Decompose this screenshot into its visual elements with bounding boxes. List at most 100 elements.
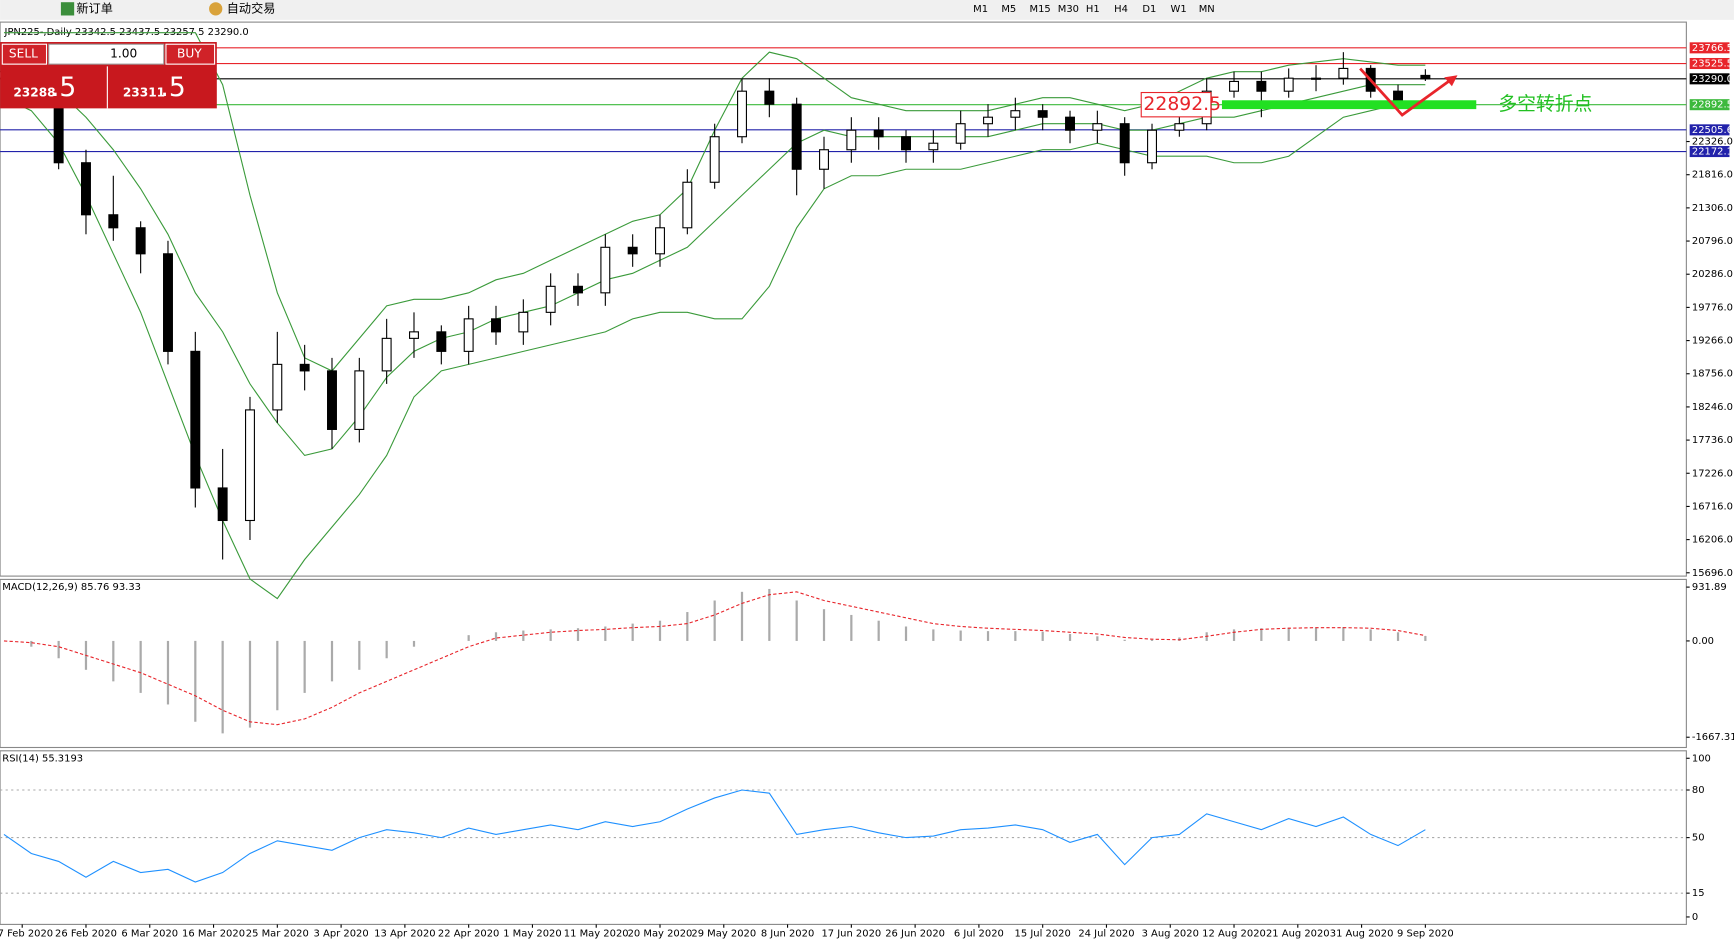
timeframe[interactable]: D1 <box>1142 4 1156 15</box>
x-tick-label: 16 Mar 2020 <box>182 928 245 939</box>
x-tick-label: 3 Aug 2020 <box>1142 928 1199 939</box>
candle-body <box>627 246 638 255</box>
candle-body <box>600 246 611 294</box>
candle-body <box>737 90 747 138</box>
ask-big: 23311 <box>123 85 165 99</box>
buy-button[interactable] <box>165 43 216 65</box>
candle-body <box>955 123 966 144</box>
macd-panel <box>0 578 1687 749</box>
turning-zone <box>1221 100 1477 110</box>
timeframe[interactable]: H4 <box>1114 4 1128 15</box>
level-label: 23290.0 <box>1692 74 1733 85</box>
x-tick-label: 15 Jul 2020 <box>1015 928 1071 939</box>
x-tick-label: 31 Aug 2020 <box>1330 928 1394 939</box>
toolbar <box>0 0 1734 20</box>
timeframe[interactable]: MN <box>1199 4 1215 15</box>
x-tick-label: 17 Feb 2020 <box>0 928 53 939</box>
x-tick-label: 29 May 2020 <box>691 928 756 939</box>
y-tick-label: 16716.0 <box>1692 501 1733 512</box>
candle-body <box>846 129 857 151</box>
lot-input[interactable] <box>48 43 165 65</box>
candle-body <box>1256 80 1267 92</box>
x-tick-label: 1 May 2020 <box>503 928 561 939</box>
x-tick-label: 12 Aug 2020 <box>1202 928 1266 939</box>
level-box-text: 22892.5 <box>1143 94 1221 115</box>
arrows <box>1359 67 1458 117</box>
y-tick-label: 18246.0 <box>1692 402 1733 413</box>
x-tick-label: 11 May 2020 <box>564 928 629 939</box>
candle-body <box>1092 123 1103 131</box>
candle-body <box>354 370 365 430</box>
x-tick-label: 26 Feb 2020 <box>55 928 117 939</box>
x-tick-label: 25 Mar 2020 <box>246 928 309 939</box>
candle-body <box>901 136 911 151</box>
candle-body <box>1393 90 1404 102</box>
bid-big: 23288 <box>13 85 55 99</box>
sell-button[interactable] <box>1 43 48 65</box>
bollinger-band <box>3 58 1426 457</box>
candle-body <box>1174 123 1185 131</box>
x-tick-label: 8 Jun 2020 <box>761 928 814 939</box>
candle-body <box>1119 123 1130 164</box>
sell-label[interactable]: SELL <box>9 47 38 61</box>
timeframe[interactable]: M30 <box>1058 4 1079 15</box>
new-order-icon[interactable] <box>60 2 75 16</box>
candle-body <box>709 136 720 183</box>
red-arrow <box>1359 67 1455 117</box>
timeframe[interactable]: H1 <box>1086 4 1100 15</box>
main-panel <box>0 21 1687 577</box>
candle-body <box>819 149 829 170</box>
main-chart: JPN225-,Daily 23342.5 23437.5 23257.5 23… <box>0 27 1733 939</box>
candle-body <box>655 227 665 255</box>
candle-body <box>1010 110 1021 118</box>
timeframe[interactable]: M15 <box>1030 4 1051 15</box>
timeframe[interactable]: M5 <box>1001 4 1016 15</box>
candle-body <box>1311 77 1322 80</box>
y-tick-label: 21306.0 <box>1692 203 1733 214</box>
level-label: 23766.5 <box>1692 43 1733 54</box>
timeframe[interactable]: W1 <box>1171 4 1187 15</box>
candle-body <box>1338 67 1349 79</box>
x-tick-label: 6 Mar 2020 <box>121 928 178 939</box>
auto-trade-icon[interactable] <box>209 2 223 16</box>
candle-body <box>436 331 447 352</box>
x-tick-label: 22 Apr 2020 <box>438 928 499 939</box>
candle-body <box>682 181 693 229</box>
level-label: 23525.5 <box>1692 59 1733 70</box>
y-tick-label: 80 <box>1692 785 1705 796</box>
new-order[interactable]: 新订单 <box>76 0 112 15</box>
y-tick-label: 20286.0 <box>1692 269 1733 280</box>
auto-trade[interactable]: 自动交易 <box>227 0 276 15</box>
candle-body <box>928 142 939 151</box>
rsi-line <box>3 789 1426 883</box>
candle-body <box>873 129 884 138</box>
candle-body <box>764 90 775 105</box>
y-tick-label: 100 <box>1692 753 1711 764</box>
timeframes: M1 M5 M15 M30 H1 H4 D1 W1 MN <box>973 4 1215 15</box>
x-tick-label: 13 Apr 2020 <box>374 928 435 939</box>
y-tick-label: 22326.0 <box>1692 137 1733 148</box>
y-tick-label: 0 <box>1692 912 1698 923</box>
level-label: 22892.5 <box>1692 100 1733 111</box>
x-tick-label: 9 Sep 2020 <box>1397 928 1454 939</box>
y-tick-label: 21816.0 <box>1692 170 1733 181</box>
y-tick-label: 20796.0 <box>1692 236 1733 247</box>
level-tag <box>1689 146 1730 158</box>
timeframe[interactable]: M1 <box>973 4 988 15</box>
y-tick-label: -1667.31 <box>1692 732 1734 743</box>
candle-body <box>135 227 146 255</box>
buy-label[interactable]: BUY <box>177 47 202 61</box>
lot-value[interactable]: 1.00 <box>110 47 137 61</box>
y-tick-label: 931.89 <box>1692 582 1727 593</box>
candle-body <box>518 311 529 333</box>
bollinger-band <box>3 97 1426 600</box>
y-tick-label: 17736.0 <box>1692 435 1733 446</box>
level-tag <box>1689 124 1730 136</box>
candle-body <box>1147 129 1157 164</box>
candle-body <box>245 409 255 522</box>
candle-body <box>1037 110 1048 118</box>
candle-body <box>409 331 419 339</box>
arrow-head <box>1444 75 1458 87</box>
bid-small: .5 <box>51 72 76 103</box>
